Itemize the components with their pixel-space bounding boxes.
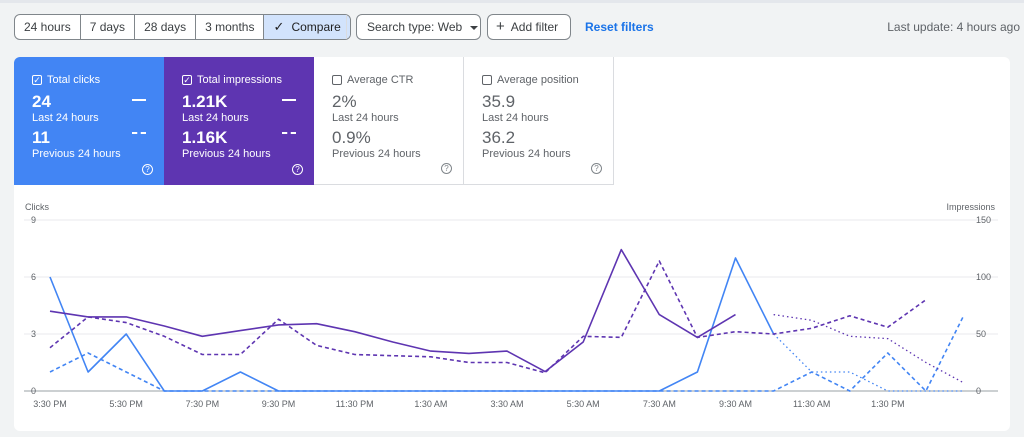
checkbox-checked-icon[interactable]: ✓ — [182, 75, 192, 85]
date-range-7-days[interactable]: 7 days — [81, 15, 136, 39]
series-line-clicks-dotted — [773, 333, 964, 392]
metric-previous-value: 11 — [32, 128, 50, 147]
reset-filters-link[interactable]: Reset filters — [585, 20, 654, 34]
metric-title: Total clicks — [47, 74, 101, 86]
metric-previous-value: 36.2 — [482, 128, 516, 147]
caret-down-icon — [470, 25, 479, 30]
metric-current-value: 2% — [332, 92, 357, 111]
filter-toolbar: 24 hours 7 days 28 days 3 months ✓ Compar… — [14, 14, 1024, 40]
metric-current-label: Last 24 hours — [482, 112, 549, 124]
checkbox-checked-icon[interactable]: ✓ — [32, 75, 42, 85]
search-type-dropdown[interactable]: Search type: Web — [356, 14, 481, 40]
solid-line-legend-icon — [282, 99, 296, 101]
metric-tile-ctr[interactable]: Average CTR 2% Last 24 hours 0.9% Previo… — [314, 57, 464, 185]
help-icon[interactable]: ? — [142, 164, 153, 175]
help-icon[interactable]: ? — [292, 164, 303, 175]
tick-layer: 0 3 6 9 0 50 100 150 3:30 PM 5:30 PM 7:30 PM 9:30 P… — [31, 215, 991, 409]
metric-current-value: 35.9 — [482, 92, 516, 111]
y-axis-right-label: Impressions — [946, 202, 995, 212]
checkbox-unchecked-icon[interactable] — [482, 75, 492, 85]
search-type-label: Search type: Web — [367, 20, 463, 34]
x-tick-label: 5:30 PM — [109, 399, 143, 409]
plus-icon: + — [496, 18, 505, 35]
last-update-text: Last update: 4 hours ago — [887, 20, 1020, 34]
add-filter-label: Add filter — [510, 20, 559, 34]
y-right-tick-label: 100 — [976, 272, 991, 282]
x-tick-label: 1:30 PM — [871, 399, 905, 409]
series-layer — [49, 248, 965, 392]
x-tick-label: 9:30 AM — [719, 399, 752, 409]
y-right-tick-label: 150 — [976, 215, 991, 225]
check-icon: ✓ — [273, 19, 285, 34]
x-tick-label: 5:30 AM — [567, 399, 600, 409]
metric-title: Average CTR — [347, 74, 414, 86]
series-line-impressions-dotted — [773, 313, 965, 384]
toolbar-divider — [346, 15, 347, 39]
metric-previous-value: 1.16K — [182, 128, 228, 147]
metric-title: Total impressions — [197, 74, 282, 86]
x-tick-label: 3:30 PM — [33, 399, 67, 409]
metric-current-label: Last 24 hours — [182, 112, 249, 124]
metric-tile-clicks[interactable]: ✓ Total clicks 24 Last 24 hours 11 Previo… — [14, 57, 164, 185]
compare-button[interactable]: ✓ Compare — [264, 15, 350, 39]
series-line-impressions-solid — [49, 248, 736, 373]
metric-current-value: 24 — [32, 92, 51, 111]
x-tick-label: 7:30 PM — [186, 399, 220, 409]
help-icon[interactable]: ? — [591, 163, 602, 174]
metric-previous-label: Previous 24 hours — [482, 148, 571, 160]
metric-tile-impressions[interactable]: ✓ Total impressions 1.21K Last 24 hours 1… — [164, 57, 314, 185]
top-divider — [0, 0, 1024, 3]
series-line-impressions-dashed — [49, 260, 927, 374]
date-range-28-days[interactable]: 28 days — [135, 15, 197, 39]
x-tick-label: 7:30 AM — [643, 399, 676, 409]
date-range-selector: 24 hours 7 days 28 days 3 months ✓ Compar… — [14, 14, 351, 40]
x-tick-label: 11:30 AM — [793, 399, 830, 409]
y-left-tick-label: 0 — [31, 386, 36, 396]
grid — [24, 219, 998, 392]
metric-tile-position[interactable]: Average position 35.9 Last 24 hours 36.2… — [464, 57, 614, 185]
compare-label: Compare — [291, 20, 341, 34]
dashed-line-legend-icon — [132, 132, 146, 134]
solid-line-legend-icon — [132, 99, 146, 101]
y-left-tick-label: 9 — [31, 215, 36, 225]
performance-chart: Clicks Impressions 0 3 6 9 0 50 100 150 3:30 PM 5… — [24, 202, 998, 409]
y-left-tick-label: 6 — [31, 272, 36, 282]
y-left-tick-label: 3 — [31, 329, 36, 339]
help-icon[interactable]: ? — [441, 163, 452, 174]
x-tick-label: 9:30 PM — [262, 399, 296, 409]
metric-title: Average position — [497, 74, 579, 86]
metric-previous-value: 0.9% — [332, 128, 371, 147]
metric-current-value: 1.21K — [182, 92, 228, 111]
y-right-tick-label: 0 — [976, 386, 981, 396]
checkbox-unchecked-icon[interactable] — [332, 75, 342, 85]
metric-current-label: Last 24 hours — [32, 112, 99, 124]
x-tick-label: 1:30 AM — [414, 399, 447, 409]
y-right-tick-label: 50 — [976, 329, 986, 339]
metric-previous-label: Previous 24 hours — [32, 148, 121, 160]
series-line-clicks-dashed — [49, 314, 965, 392]
date-range-24-hours[interactable]: 24 hours — [15, 15, 81, 39]
dashed-line-legend-icon — [282, 132, 296, 134]
metric-current-label: Last 24 hours — [332, 112, 399, 124]
add-filter-button[interactable]: + Add filter — [487, 14, 571, 40]
y-axis-left-label: Clicks — [25, 202, 49, 212]
date-range-3-months[interactable]: 3 months — [196, 15, 265, 39]
metric-previous-label: Previous 24 hours — [182, 148, 271, 160]
x-tick-label: 11:30 PM — [336, 399, 374, 409]
metric-previous-label: Previous 24 hours — [332, 148, 421, 160]
x-tick-label: 3:30 AM — [490, 399, 523, 409]
performance-card: ✓ Total clicks 24 Last 24 hours 11 Previo… — [14, 57, 1010, 431]
